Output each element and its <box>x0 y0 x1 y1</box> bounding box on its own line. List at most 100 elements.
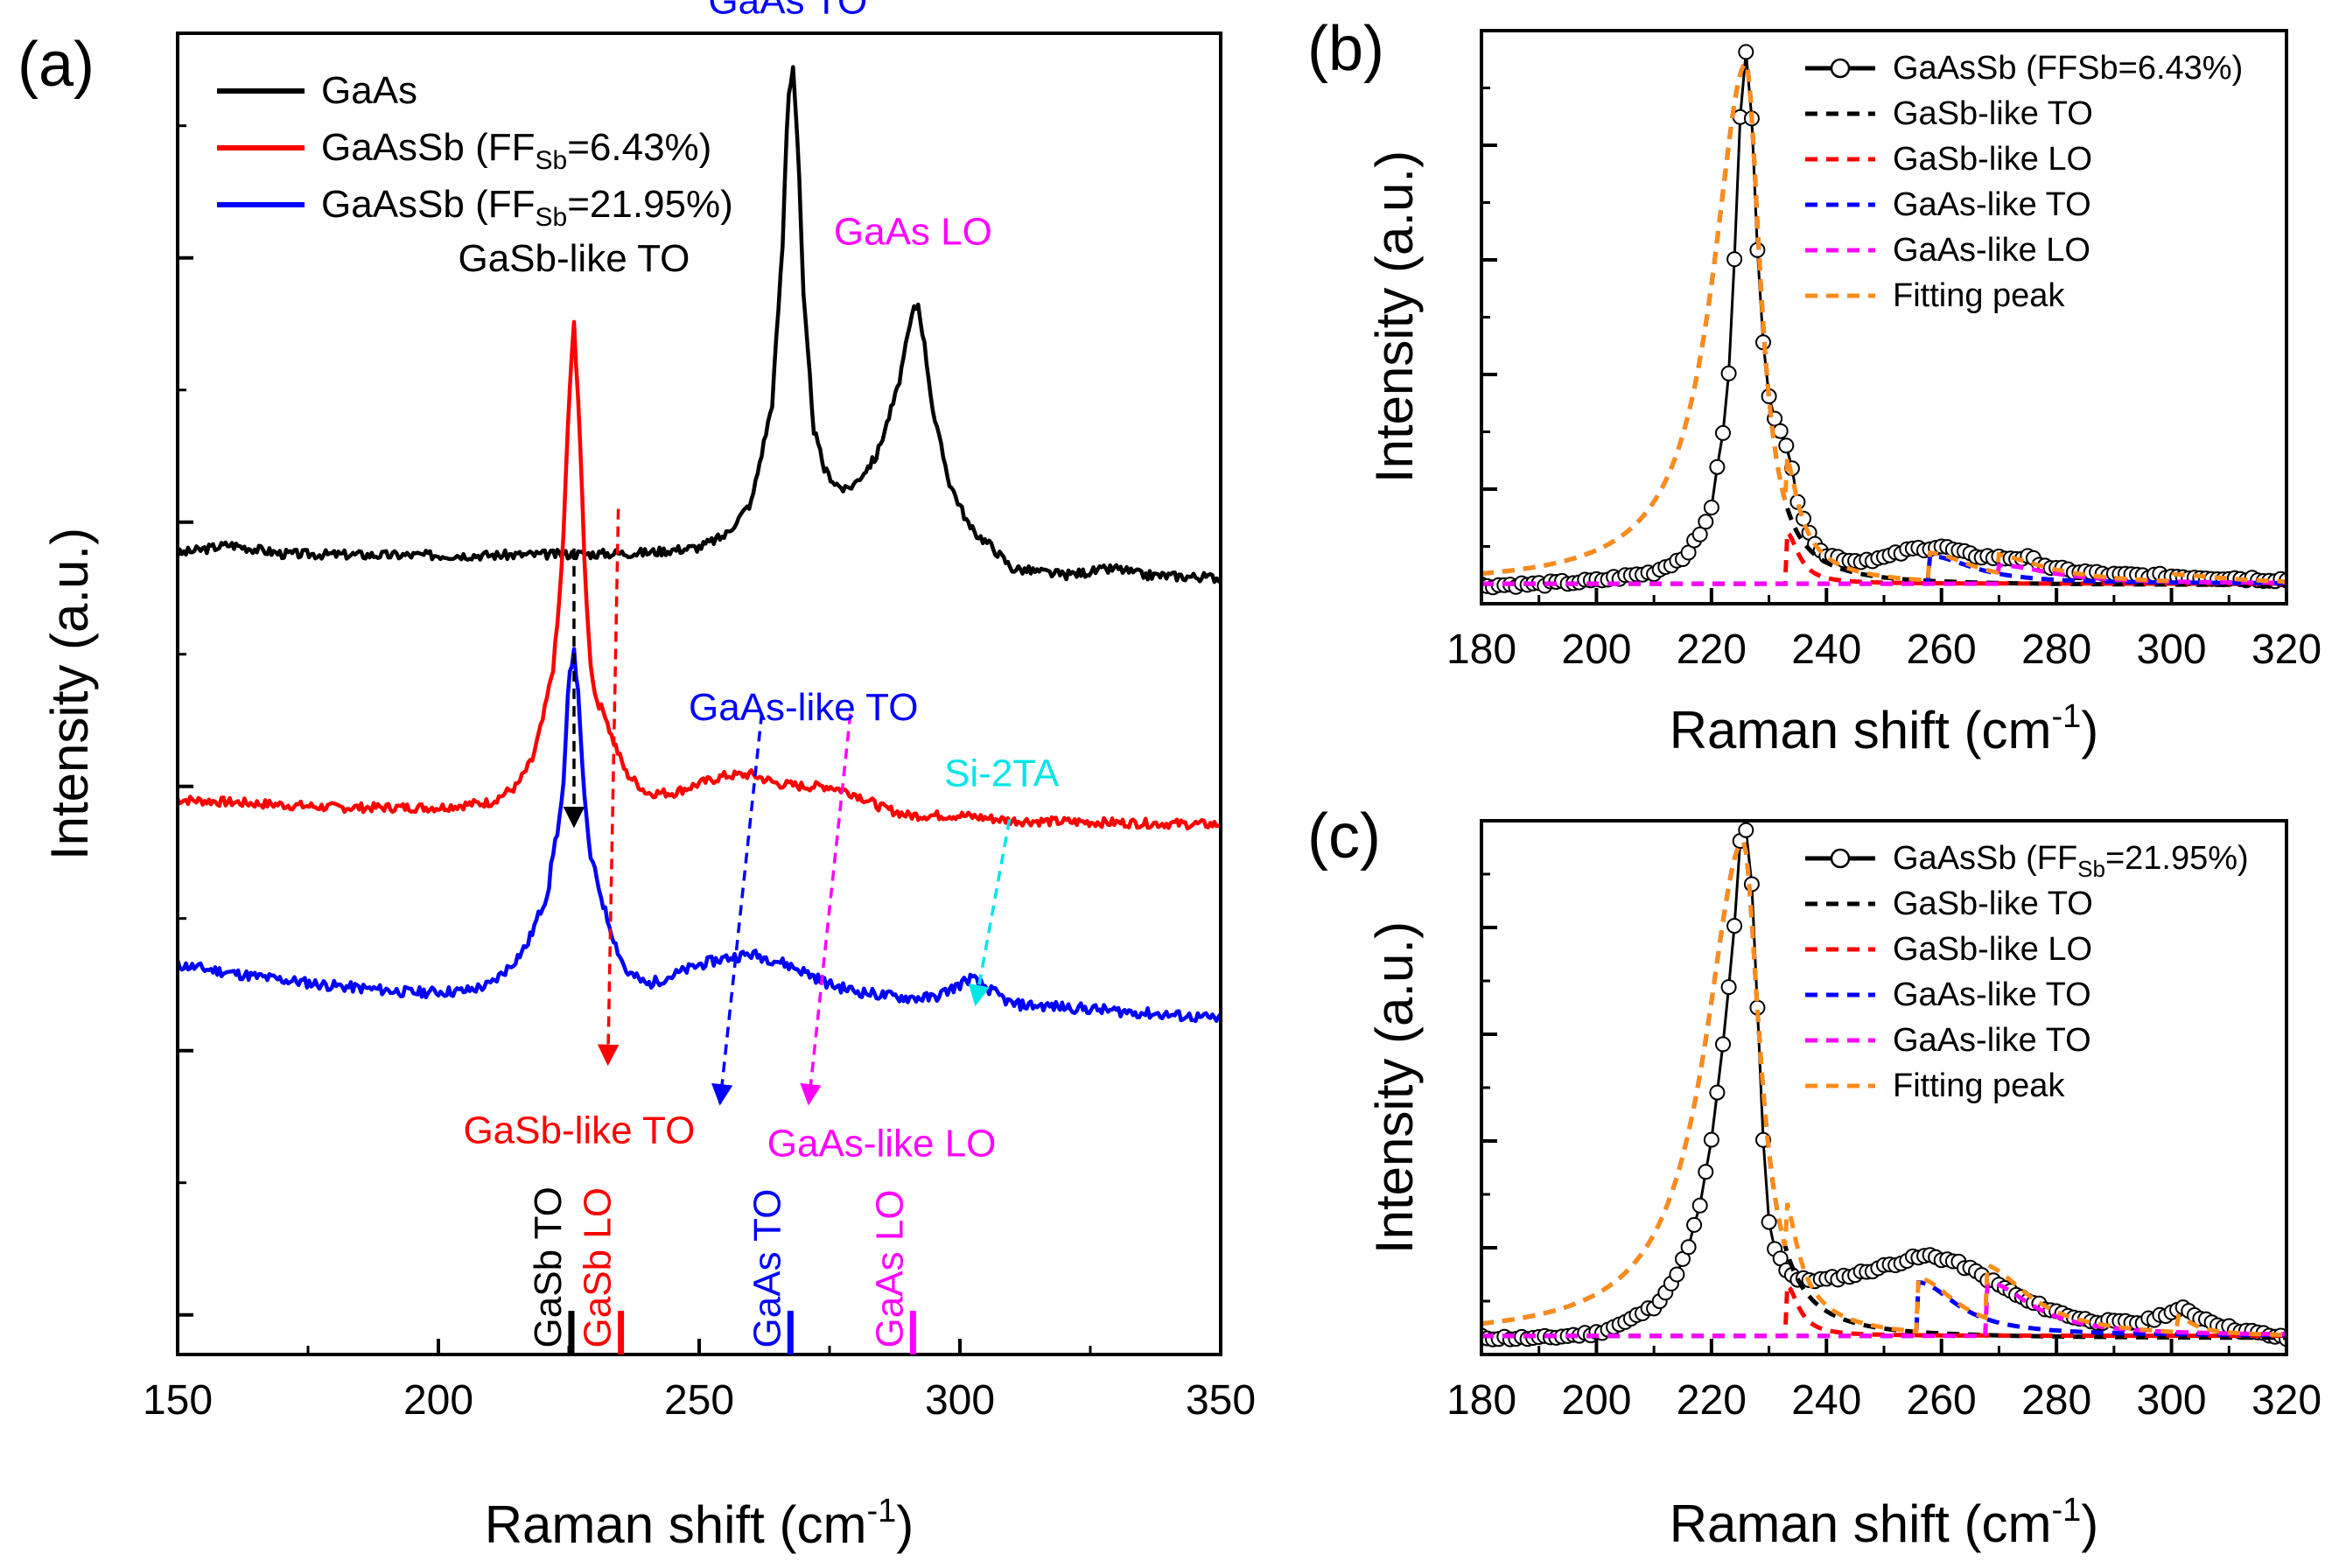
x-tick-label: 240 <box>1791 626 1861 673</box>
x-tick-label: 350 <box>1186 1377 1256 1424</box>
panel-b-y-axis-label: Intensity (a.u.) <box>1365 150 1424 483</box>
series-line-gaassb-21-95 <box>175 647 1222 1024</box>
legend-entry: GaAs-like LO <box>1893 232 2090 269</box>
experimental-point <box>1703 1131 1719 1148</box>
legend-entry: Fitting peak <box>1893 277 2065 314</box>
experimental-point <box>1715 1036 1731 1053</box>
experimental-point <box>1698 514 1714 530</box>
panel-c: (c) 180 200 220 240 260 280 300 320 Intensity (… <box>1307 802 2321 1553</box>
panel-a-y-ticks <box>178 124 193 1317</box>
panel-b: (b) 180 200 220 240 260 280 300 320 Intensity (… <box>1307 14 2321 760</box>
x-tick-label: 250 <box>664 1377 734 1424</box>
panel-a-plot <box>175 65 1222 1106</box>
experimental-point <box>1738 44 1754 60</box>
fit-component-line <box>1481 60 2286 584</box>
panel-a-annotations: GaAs TO GaSb-like TO GaAs LO GaAs-like TO Si… <box>458 0 1059 1166</box>
legend-entry: GaSb-like TO <box>1893 95 2093 132</box>
legend-entry: GaAsSb (FFSb=21.95%) <box>321 183 733 232</box>
x-tick-label: 180 <box>1446 626 1516 673</box>
panel-a-legend: GaAs GaAsSb (FFSb=6.43%) GaAsSb (FFSb=21.9… <box>217 69 733 232</box>
experimental-point <box>1743 876 1760 892</box>
peak-annotation: GaSb-like TO <box>463 1109 695 1152</box>
x-tick-label: 300 <box>2137 626 2207 673</box>
x-tick-label: 300 <box>2137 1377 2207 1424</box>
panel-b-x-axis-label: Raman shift (cm-1) <box>1670 698 2099 760</box>
annotation-arrow <box>968 819 1012 1007</box>
legend-swatch-marker <box>1830 58 1851 79</box>
x-tick-label: 200 <box>1561 1377 1631 1424</box>
panel-b-plot <box>1481 44 2286 596</box>
panel-c-plot <box>1481 822 2286 1348</box>
experimental-point <box>1669 1266 1685 1283</box>
experimental-point <box>1691 1197 1708 1214</box>
x-tick-label: 280 <box>2021 1377 2091 1424</box>
x-tick-label: 320 <box>2251 1377 2321 1424</box>
legend-entry: GaSb-like TO <box>1893 886 2093 922</box>
panel-label-a: (a) <box>18 30 95 100</box>
x-tick-label: 220 <box>1677 1377 1747 1424</box>
peak-annotation: GaAs LO <box>834 211 992 254</box>
legend-entry: Fitting peak <box>1893 1068 2065 1104</box>
experimental-point <box>1720 365 1737 382</box>
panel-c-y-ticks <box>1481 819 1497 1303</box>
experimental-point <box>1703 500 1719 515</box>
experimental-point <box>1720 979 1737 996</box>
x-tick-label: 180 <box>1446 1377 1516 1424</box>
peak-annotation: GaAs-like LO <box>767 1123 997 1166</box>
x-tick-label: 240 <box>1791 1377 1861 1424</box>
legend-entry: GaAs-like TO <box>1893 186 2091 223</box>
legend-entry: GaAsSb (FFSb=6.43%) <box>1893 50 2243 87</box>
experimental-point <box>1691 526 1708 542</box>
legend-entry: GaAs-like TO <box>1893 976 2091 1013</box>
experimental-point <box>1738 822 1754 838</box>
experimental-point <box>1709 1084 1726 1101</box>
fit-component-line <box>1481 60 2286 587</box>
reference-line-label: GaAs TO <box>746 1189 788 1348</box>
experimental-point <box>1778 438 1795 454</box>
legend-entry: GaAs-like TO <box>1893 1022 2091 1059</box>
panel-label-c: (c) <box>1307 802 1381 872</box>
x-tick-label: 280 <box>2021 626 2091 673</box>
panel-c-x-ticks: 180 200 220 240 260 280 300 320 <box>1446 1339 2321 1424</box>
panel-b-y-ticks <box>1481 29 1497 548</box>
x-tick-label: 260 <box>1907 1377 1977 1424</box>
panel-c-x-axis-label: Raman shift (cm-1) <box>1670 1492 2099 1553</box>
reference-line-label: GaSb TO <box>527 1186 570 1348</box>
panel-c-y-axis-label: Intensity (a.u.) <box>1365 921 1424 1254</box>
x-tick-label: 200 <box>1561 626 1631 673</box>
panel-label-b: (b) <box>1307 14 1384 84</box>
fit-component-line <box>1481 1280 2286 1339</box>
legend-entry: GaAs <box>321 69 417 112</box>
experimental-point <box>1726 251 1743 268</box>
legend-entry: GaSb-like LO <box>1893 141 2092 178</box>
legend-entry: GaAsSb (FFSb=6.43%) <box>321 126 711 175</box>
x-tick-label: 300 <box>925 1377 995 1424</box>
series-line-gaas <box>175 65 1222 584</box>
annotation-arrow <box>597 508 620 1067</box>
experimental-point <box>1796 510 1811 527</box>
experimental-point <box>1698 1164 1714 1180</box>
experimental-point <box>1772 423 1789 439</box>
peak-annotation: GaSb-like TO <box>458 237 690 280</box>
experimental-point <box>1715 424 1731 441</box>
legend-entry: GaSb-like LO <box>1893 931 2092 968</box>
x-tick-label: 150 <box>143 1377 213 1424</box>
peak-annotation: GaAs TO <box>708 0 867 22</box>
peak-annotation: GaAs-like TO <box>689 686 918 729</box>
reference-line-label: GaSb LO <box>577 1187 620 1348</box>
x-tick-label: 260 <box>1907 626 1977 673</box>
experimental-point <box>1726 918 1743 934</box>
panel-b-frame <box>1480 29 2288 606</box>
x-tick-label: 220 <box>1677 626 1747 673</box>
experimental-point <box>1709 458 1726 475</box>
legend-entry: GaAsSb (FFSb=21.95%) <box>1893 840 2249 882</box>
experimental-line <box>1481 52 2286 589</box>
panel-a-y-axis-label: Intensity (a.u.) <box>40 528 99 860</box>
fit-component-line <box>1481 563 2286 586</box>
x-tick-label: 200 <box>403 1377 473 1424</box>
experimental-point <box>1686 1216 1703 1233</box>
panel-b-x-ticks: 180 200 220 240 260 280 300 320 <box>1446 588 2321 673</box>
panel-a: (a) 150 200 250 300 350 Intensity (a.u.) Ram… <box>18 0 1256 1554</box>
panel-a-x-ticks: 150 200 250 300 350 <box>143 1339 1256 1424</box>
